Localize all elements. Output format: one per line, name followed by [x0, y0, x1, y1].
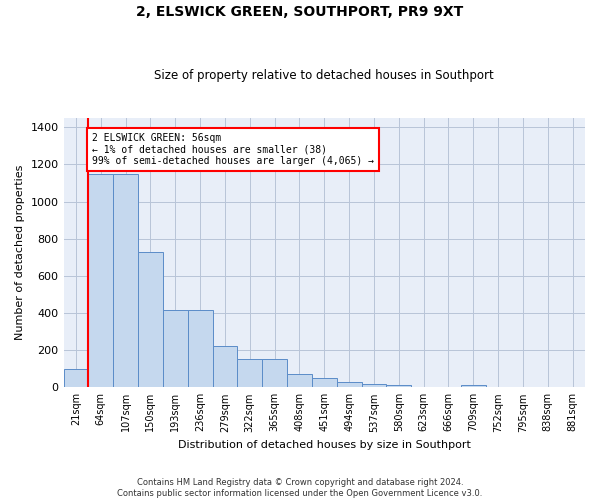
- Bar: [312, 378, 337, 388]
- Bar: [386, 385, 411, 388]
- Bar: [188, 310, 212, 388]
- Bar: [113, 174, 138, 388]
- Bar: [461, 385, 485, 388]
- Bar: [212, 346, 238, 388]
- Bar: [64, 368, 88, 388]
- Bar: [138, 252, 163, 388]
- Text: 2, ELSWICK GREEN, SOUTHPORT, PR9 9XT: 2, ELSWICK GREEN, SOUTHPORT, PR9 9XT: [136, 5, 464, 19]
- Bar: [362, 384, 386, 388]
- Bar: [163, 310, 188, 388]
- Text: Contains HM Land Registry data © Crown copyright and database right 2024.
Contai: Contains HM Land Registry data © Crown c…: [118, 478, 482, 498]
- Bar: [262, 360, 287, 388]
- Bar: [287, 374, 312, 388]
- Bar: [238, 360, 262, 388]
- Y-axis label: Number of detached properties: Number of detached properties: [15, 165, 25, 340]
- Title: Size of property relative to detached houses in Southport: Size of property relative to detached ho…: [154, 69, 494, 82]
- Text: 2 ELSWICK GREEN: 56sqm
← 1% of detached houses are smaller (38)
99% of semi-deta: 2 ELSWICK GREEN: 56sqm ← 1% of detached …: [92, 133, 374, 166]
- Bar: [337, 382, 362, 388]
- Bar: [88, 174, 113, 388]
- X-axis label: Distribution of detached houses by size in Southport: Distribution of detached houses by size …: [178, 440, 471, 450]
